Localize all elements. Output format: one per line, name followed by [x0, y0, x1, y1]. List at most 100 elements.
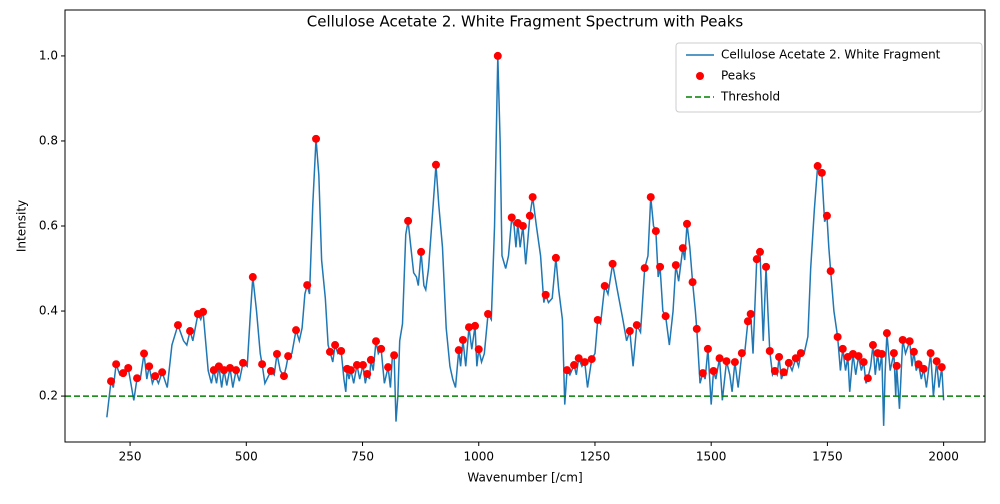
peak-point — [151, 372, 160, 381]
peak-point — [926, 349, 935, 358]
x-tick-label: 500 — [235, 450, 258, 464]
y-tick-label: 1.0 — [39, 48, 58, 62]
y-axis-label: Intensity — [15, 200, 29, 252]
peak-point — [372, 337, 381, 346]
peak-point — [784, 358, 793, 367]
peak-point — [112, 360, 121, 369]
peak-point — [173, 321, 182, 330]
peak-point — [905, 337, 914, 346]
peak-point — [892, 361, 901, 370]
peak-point — [765, 347, 774, 356]
peak-point — [346, 366, 355, 375]
x-tick-label: 1250 — [580, 450, 611, 464]
peak-point — [692, 324, 701, 333]
peak-point — [325, 347, 334, 356]
peak-point — [431, 160, 440, 169]
x-tick-label: 250 — [119, 450, 142, 464]
peak-point — [404, 216, 413, 225]
peak-point — [770, 366, 779, 375]
peak-point — [525, 211, 534, 220]
peak-point — [937, 363, 946, 372]
peak-point — [239, 358, 248, 367]
peak-point — [646, 193, 655, 202]
peak-point — [863, 374, 872, 383]
peak-point — [279, 372, 288, 381]
peak-point — [678, 244, 687, 253]
peak-point — [248, 273, 257, 282]
peak-point — [715, 354, 724, 363]
peak-point — [471, 321, 480, 330]
peak-point — [632, 321, 641, 330]
peak-point — [600, 281, 609, 290]
x-tick-label: 1000 — [463, 450, 494, 464]
peak-point — [671, 261, 680, 270]
peak-point — [219, 366, 228, 375]
peak-point — [484, 310, 493, 319]
peak-point — [119, 369, 128, 378]
peak-point — [914, 360, 923, 369]
peak-point — [817, 168, 826, 177]
y-tick-label: 0.4 — [39, 304, 58, 318]
peak-point — [574, 354, 583, 363]
peak-point — [551, 253, 560, 262]
peak-point — [919, 364, 928, 373]
peak-point — [563, 366, 572, 375]
peak-point — [640, 264, 649, 273]
peak-point — [337, 347, 346, 356]
peak-point — [580, 358, 589, 367]
peak-point — [474, 345, 483, 354]
peak-point — [826, 267, 835, 276]
peak-point — [570, 361, 579, 370]
peak-point — [651, 227, 660, 236]
legend-swatch — [696, 72, 704, 80]
peak-point — [186, 327, 195, 336]
peak-point — [493, 51, 502, 60]
peak-point — [140, 349, 149, 358]
peak-point — [363, 369, 372, 378]
peak-point — [877, 349, 886, 358]
peak-point — [743, 317, 752, 326]
peak-point — [833, 332, 842, 341]
peak-point — [656, 262, 665, 271]
peak-point — [868, 341, 877, 350]
peak-point — [730, 358, 739, 367]
x-axis-label: Wavenumber [/cm] — [467, 471, 582, 485]
x-tick-label: 1750 — [812, 450, 843, 464]
peak-point — [303, 281, 312, 290]
peak-point — [528, 193, 537, 202]
peak-point — [232, 366, 241, 375]
peak-point — [352, 361, 361, 370]
peak-point — [266, 366, 275, 375]
plot-area — [65, 51, 985, 426]
peak-point — [133, 374, 142, 383]
peak-point — [608, 259, 617, 268]
peak-point — [813, 162, 822, 171]
peak-point — [593, 315, 602, 324]
y-tick-label: 0.6 — [39, 219, 58, 233]
peak-point — [683, 219, 692, 228]
y-tick-label: 0.2 — [39, 389, 58, 403]
peak-point — [625, 327, 634, 336]
peak-point — [889, 349, 898, 358]
peak-point — [755, 247, 764, 256]
peak-point — [775, 352, 784, 361]
peak-point — [417, 247, 426, 256]
peak-point — [932, 357, 941, 366]
peak-point — [331, 341, 340, 350]
peak-point — [838, 344, 847, 353]
peak-point — [272, 349, 281, 358]
peak-point — [107, 377, 116, 386]
peak-point — [258, 360, 267, 369]
peak-point — [746, 310, 755, 319]
peak-point — [292, 326, 301, 335]
x-tick-label: 1500 — [696, 450, 727, 464]
legend-label: Peaks — [721, 69, 756, 83]
peak-point — [145, 362, 154, 371]
peak-point — [507, 213, 516, 222]
peak-point — [312, 134, 321, 143]
peak-point — [541, 290, 550, 299]
peak-point — [358, 361, 367, 370]
plot-frame — [64, 9, 986, 443]
peak-point — [390, 351, 399, 360]
legend-box — [675, 42, 983, 113]
